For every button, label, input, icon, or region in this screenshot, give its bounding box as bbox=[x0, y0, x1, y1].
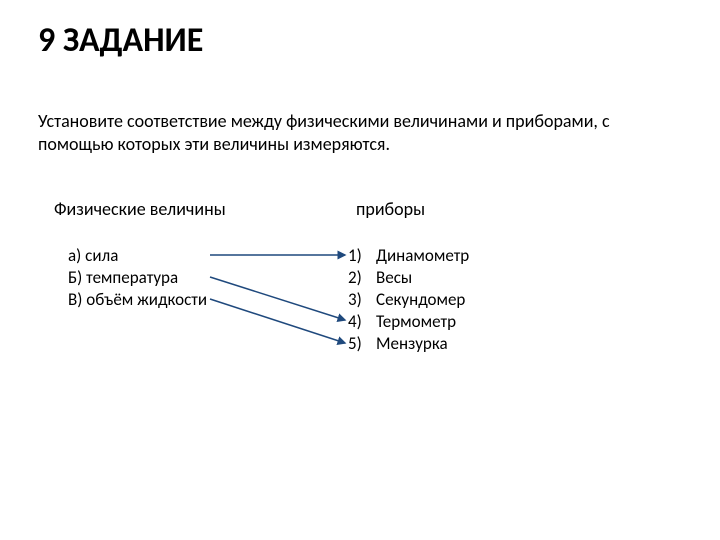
right-item: 1) Динамометр bbox=[348, 245, 469, 267]
right-list: 1) Динамометр 2) Весы 3) Секундомер 4) Т… bbox=[348, 245, 469, 355]
right-item-num: 2) bbox=[348, 267, 368, 289]
task-title: 9 ЗАДАНИЕ bbox=[38, 20, 203, 61]
left-item: Б) температура bbox=[68, 267, 207, 289]
right-item-label: Термометр bbox=[376, 311, 456, 333]
right-item: 4) Термометр bbox=[348, 311, 469, 333]
left-column-header: Физические величины bbox=[54, 198, 226, 220]
right-item-num: 1) bbox=[348, 245, 368, 267]
left-list: а) сила Б) температура В) объём жидкости bbox=[68, 245, 207, 311]
right-item-num: 3) bbox=[348, 289, 368, 311]
right-item-label: Весы bbox=[376, 267, 412, 289]
right-item-num: 4) bbox=[348, 311, 368, 333]
right-item: 2) Весы bbox=[348, 267, 469, 289]
right-item: 3) Секундомер bbox=[348, 289, 469, 311]
right-item: 5) Мензурка bbox=[348, 333, 469, 355]
slide: 9 ЗАДАНИЕ Установите соответствие между … bbox=[0, 0, 720, 540]
right-item-num: 5) bbox=[348, 333, 368, 355]
right-column-header: приборы bbox=[356, 198, 425, 220]
instruction-text: Установите соответствие между физическим… bbox=[38, 110, 658, 157]
left-item: а) сила bbox=[68, 245, 207, 267]
arrow-line bbox=[210, 299, 345, 343]
right-item-label: Динамометр bbox=[376, 245, 469, 267]
arrow-line bbox=[210, 277, 345, 320]
left-item: В) объём жидкости bbox=[68, 289, 207, 311]
right-item-label: Мензурка bbox=[376, 333, 448, 355]
right-item-label: Секундомер bbox=[376, 289, 465, 311]
